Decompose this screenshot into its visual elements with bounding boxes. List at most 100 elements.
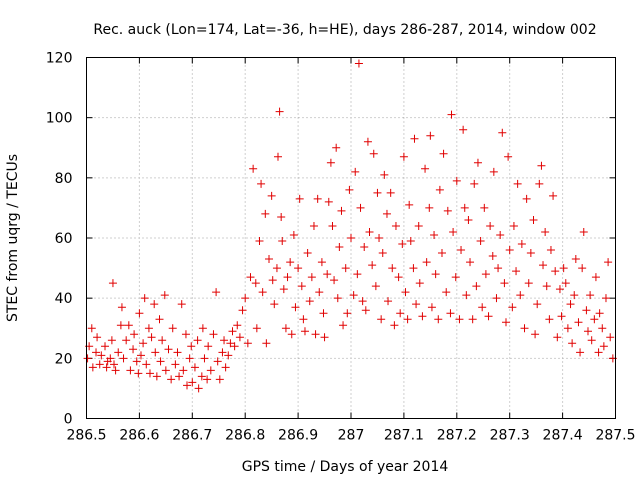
data-point xyxy=(132,357,141,366)
data-point xyxy=(265,255,274,264)
data-point xyxy=(209,330,218,339)
data-point xyxy=(439,149,448,158)
data-point xyxy=(579,227,588,236)
data-point xyxy=(320,333,329,342)
x-tick-label: 286.8 xyxy=(225,428,265,444)
data-point xyxy=(434,315,443,324)
data-point xyxy=(481,270,490,279)
data-point xyxy=(167,375,176,384)
data-point xyxy=(582,306,591,315)
data-point xyxy=(343,309,352,318)
x-tick-label: 286.7 xyxy=(172,428,212,444)
data-point xyxy=(181,330,190,339)
data-point xyxy=(437,249,446,258)
data-point xyxy=(291,303,300,312)
data-point xyxy=(492,294,501,303)
x-tick-label: 287 xyxy=(338,428,365,444)
y-tick-label: 0 xyxy=(64,412,73,428)
data-point xyxy=(500,279,509,288)
data-point xyxy=(489,167,498,176)
data-point xyxy=(139,339,148,348)
data-point xyxy=(391,221,400,230)
data-point xyxy=(466,258,475,267)
data-point xyxy=(529,215,538,224)
data-point xyxy=(606,333,615,342)
data-point xyxy=(425,203,434,212)
data-point xyxy=(522,194,531,203)
data-point xyxy=(470,179,479,188)
y-axis-label: STEC from uqrg / TECUs xyxy=(5,154,21,322)
data-point xyxy=(513,179,522,188)
data-point xyxy=(286,258,295,267)
data-point xyxy=(345,185,354,194)
data-point xyxy=(188,378,197,387)
data-point xyxy=(339,321,348,330)
data-point xyxy=(401,288,410,297)
data-point xyxy=(243,339,252,348)
data-point xyxy=(583,327,592,336)
data-point xyxy=(106,354,115,363)
data-point xyxy=(332,143,341,152)
data-point xyxy=(526,249,535,258)
x-tick-label: 287.2 xyxy=(437,428,477,444)
data-point xyxy=(388,264,397,273)
data-point xyxy=(360,243,369,252)
data-point xyxy=(535,179,544,188)
data-point xyxy=(561,279,570,288)
data-point xyxy=(150,300,159,309)
data-point xyxy=(488,252,497,261)
data-point xyxy=(578,264,587,273)
data-point xyxy=(517,240,526,249)
data-point xyxy=(114,348,123,357)
data-point xyxy=(111,366,120,375)
data-point xyxy=(206,366,215,375)
data-point xyxy=(307,273,316,282)
data-point xyxy=(228,327,237,336)
data-point xyxy=(230,342,239,351)
data-point xyxy=(472,282,481,291)
data-point xyxy=(595,309,604,318)
data-point xyxy=(542,282,551,291)
data-point xyxy=(275,107,284,116)
data-point xyxy=(175,372,184,381)
y-tick-label: 40 xyxy=(55,291,73,307)
data-point xyxy=(295,194,304,203)
data-point xyxy=(373,188,382,197)
data-point xyxy=(541,227,550,236)
data-point xyxy=(83,354,92,363)
data-point xyxy=(604,258,613,267)
data-point xyxy=(270,300,279,309)
data-point xyxy=(361,306,370,315)
data-point xyxy=(594,348,603,357)
data-point xyxy=(371,282,380,291)
data-point xyxy=(382,209,391,218)
data-point xyxy=(136,351,145,360)
data-point xyxy=(233,321,242,330)
data-point xyxy=(531,330,540,339)
data-point xyxy=(504,152,513,161)
data-point xyxy=(452,176,461,185)
data-point xyxy=(187,342,196,351)
data-point xyxy=(126,366,135,375)
data-point xyxy=(255,237,264,246)
data-point xyxy=(220,336,229,345)
data-point xyxy=(261,209,270,218)
data-point xyxy=(353,270,362,279)
x-tick-label: 287.3 xyxy=(490,428,530,444)
x-tick-label: 286.5 xyxy=(66,428,106,444)
data-point xyxy=(435,185,444,194)
data-point xyxy=(549,191,558,200)
data-point xyxy=(354,59,363,68)
data-point xyxy=(460,203,469,212)
data-point xyxy=(151,348,160,357)
data-point xyxy=(341,264,350,273)
data-point xyxy=(287,330,296,339)
data-point xyxy=(368,261,377,270)
plot-frame xyxy=(86,57,616,419)
data-point xyxy=(152,372,161,381)
data-point xyxy=(158,336,167,345)
data-point xyxy=(377,315,386,324)
data-point xyxy=(590,315,599,324)
data-point xyxy=(177,300,186,309)
data-point xyxy=(545,315,554,324)
